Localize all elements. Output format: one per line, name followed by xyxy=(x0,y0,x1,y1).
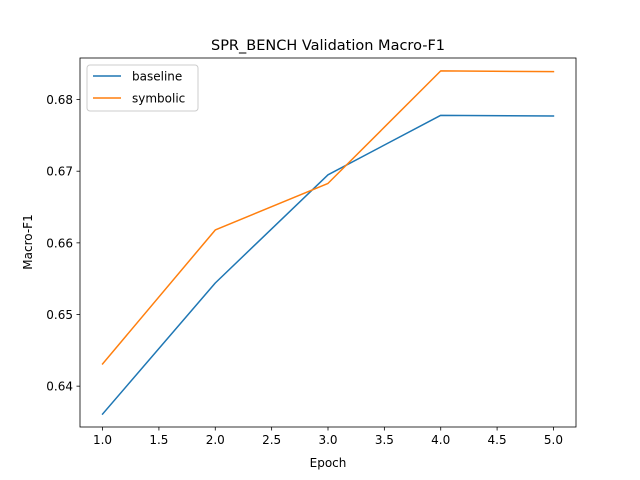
x-tick-label: 5.0 xyxy=(544,433,563,447)
chart-title: SPR_BENCH Validation Macro-F1 xyxy=(211,38,445,54)
y-axis-label: Macro-F1 xyxy=(21,214,35,269)
x-axis-label: Epoch xyxy=(310,456,347,470)
legend: baseline symbolic xyxy=(86,64,199,112)
y-tick-label: 0.66 xyxy=(46,236,73,250)
series-line-baseline xyxy=(101,114,555,416)
x-tick-label: 4.0 xyxy=(431,433,450,447)
x-tick-label: 2.0 xyxy=(206,433,225,447)
y-tick-label: 0.67 xyxy=(46,165,73,179)
series-line-symbolic xyxy=(101,70,555,366)
legend-label-baseline: baseline xyxy=(132,70,182,84)
legend-label-symbolic: symbolic xyxy=(132,92,185,106)
x-tick-label: 1.0 xyxy=(93,433,112,447)
x-tick-label: 4.5 xyxy=(488,433,507,447)
y-axis: 0.64 0.65 0.66 0.67 0.68 xyxy=(46,93,80,394)
x-tick-label: 3.5 xyxy=(375,433,394,447)
y-tick-label: 0.68 xyxy=(46,93,73,107)
plot-lines xyxy=(101,70,555,416)
y-tick-label: 0.65 xyxy=(46,308,73,322)
y-tick-label: 0.64 xyxy=(46,380,73,394)
x-tick-label: 1.5 xyxy=(149,433,168,447)
x-axis: 1.0 1.5 2.0 2.5 3.0 3.5 4.0 4.5 5.0 xyxy=(93,427,563,447)
x-tick-label: 3.0 xyxy=(318,433,337,447)
x-tick-label: 2.5 xyxy=(262,433,281,447)
